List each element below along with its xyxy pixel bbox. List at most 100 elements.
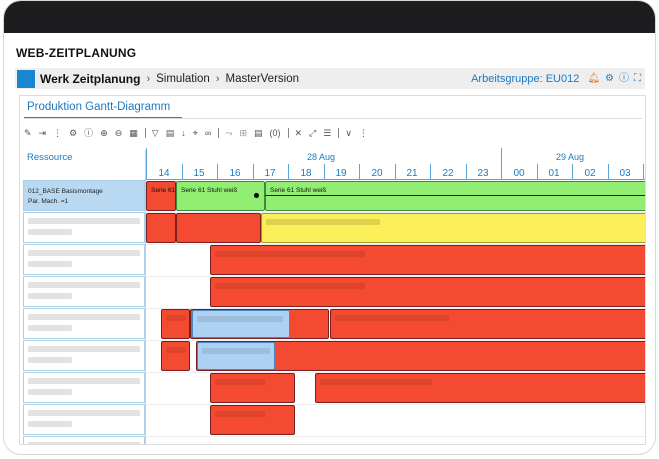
zoom-in-icon[interactable]: ⊕ (100, 128, 108, 138)
app-logo-icon (17, 69, 35, 88)
hour-label: 19 (335, 168, 347, 179)
calendar-icon[interactable]: ▦ (129, 128, 138, 138)
device-top-bar (4, 1, 655, 33)
gantt-bar[interactable] (146, 213, 176, 243)
gantt-bar[interactable] (330, 309, 645, 339)
gantt-bar[interactable]: Serie 61 (146, 181, 176, 211)
header-actions: Arbeitsgruppe: EU012 🔔︎ ⚙ ⓘ ⛶ (471, 68, 641, 89)
gantt-bar[interactable] (161, 341, 190, 371)
breadcrumb-simulation[interactable]: Simulation (156, 72, 210, 85)
resource-row[interactable] (23, 212, 145, 243)
placeholder-text (28, 250, 140, 256)
gantt-bar[interactable] (210, 277, 645, 307)
hour-label: 22 (442, 168, 454, 179)
workgroup-link[interactable]: Arbeitsgruppe: EU012 (471, 72, 580, 85)
hour-label: 17 (264, 168, 276, 179)
date-label-28-aug: 28 Aug (307, 152, 336, 162)
pin-icon[interactable]: ⌖ (192, 128, 198, 138)
bar-label-placeholder (215, 283, 365, 289)
hour-label: 23 (477, 168, 489, 179)
row-separator (146, 276, 645, 277)
grid-icon[interactable]: ⋮ (53, 128, 63, 138)
gantt-bar[interactable] (210, 373, 295, 403)
resource-row[interactable] (23, 404, 145, 435)
breadcrumb: Werk Zeitplanung › Simulation › MasterVe… (15, 68, 645, 89)
export-icon[interactable]: ⇥ (38, 128, 47, 138)
hour-label: 18 (300, 168, 312, 179)
hour-label: 01 (548, 168, 560, 179)
chevron-right-icon: › (215, 72, 220, 85)
close-icon[interactable]: ✕ (294, 128, 303, 138)
row-separator (146, 404, 645, 405)
zoom-out-icon[interactable]: ⊖ (114, 128, 123, 138)
gantt-bar[interactable] (261, 213, 645, 243)
resource-row[interactable] (23, 340, 145, 371)
edit-icon[interactable]: ✎ (24, 128, 32, 138)
toolbar-divider (144, 128, 146, 138)
gantt-bar[interactable] (210, 405, 295, 435)
resource-row[interactable]: 012_BASE Basismontage Par. Mach. =1 (23, 180, 145, 211)
table-icon[interactable]: ▤ (253, 128, 263, 138)
tab-production-gantt[interactable]: Produktion Gantt-Diagramm (27, 101, 171, 113)
device-frame: WEB-ZEITPLANUNG Werk Zeitplanung › Simul… (3, 0, 656, 455)
hour-divider (466, 164, 467, 179)
download-icon[interactable]: ↓ (181, 128, 186, 138)
hour-divider (537, 164, 538, 179)
list-icon[interactable]: ☰ (323, 128, 332, 138)
gantt-bar[interactable] (315, 373, 645, 403)
save-icon[interactable]: ▤ (165, 128, 175, 138)
row-separator (146, 244, 645, 245)
fullscreen-icon[interactable]: ⛶ (634, 72, 641, 84)
settings-icon[interactable]: ⚙ (605, 72, 614, 84)
gantt-bar[interactable] (176, 213, 261, 243)
gantt-bar[interactable] (192, 310, 290, 338)
tab-divider (24, 118, 642, 119)
hour-label: 20 (371, 168, 383, 179)
resource-row[interactable] (23, 244, 145, 275)
gantt-bar[interactable] (161, 309, 190, 339)
bar-label-placeholder (197, 316, 283, 322)
bell-icon[interactable]: 🔔︎ (587, 72, 601, 84)
more-icon[interactable]: ⋮ (358, 128, 368, 138)
gantt-panel: Produktion Gantt-Diagramm ✎ ⇥ ⋮ ⚙ ⓘ ⊕ ⊖ … (19, 95, 646, 445)
row-separator (146, 212, 645, 213)
bar-label-placeholder (215, 251, 365, 257)
info-icon[interactable]: ⓘ (619, 72, 629, 84)
bar-label: Serie 61 Stuhl weiß (270, 187, 327, 194)
group-icon[interactable]: ⊞ (239, 128, 247, 138)
chevron-down-icon[interactable]: ∨ (345, 128, 352, 138)
hour-divider (572, 164, 573, 179)
toolbar-divider (287, 128, 289, 138)
gantt-toolbar: ✎ ⇥ ⋮ ⚙ ⓘ ⊕ ⊖ ▦ ▽ ▤ ↓ ⌖ ∞ ⤳ ⊞ ▤ (0) ✕ ⤢ … (24, 127, 375, 139)
filter-icon[interactable]: ▽ (151, 128, 159, 138)
sequence-icon[interactable]: ⤳ (225, 128, 233, 138)
chevron-right-icon: › (146, 72, 151, 85)
resource-row[interactable] (23, 276, 145, 307)
date-label-29-aug: 29 Aug (556, 152, 585, 162)
hour-label: 21 (406, 168, 418, 179)
gantt-bar[interactable]: Serie 61 Stuhl weiß (265, 181, 645, 211)
gantt-bar[interactable]: Serie 61 Stuhl weiß (176, 181, 265, 211)
row-separator (146, 372, 645, 373)
resource-row[interactable] (23, 308, 145, 339)
bar-label-placeholder (266, 219, 380, 225)
resource-name: 012_BASE Basismontage (28, 188, 103, 195)
breadcrumb-root[interactable]: Werk Zeitplanung (40, 71, 141, 86)
hour-label: 02 (584, 168, 596, 179)
placeholder-text (28, 389, 72, 395)
breadcrumb-version[interactable]: MasterVersion (225, 72, 300, 85)
resource-row[interactable] (23, 436, 145, 444)
expand-icon[interactable]: ⤢ (309, 128, 317, 138)
link-icon[interactable]: ∞ (204, 128, 212, 138)
toolbar-divider (338, 128, 340, 138)
hour-divider (608, 164, 609, 179)
placeholder-text (28, 282, 140, 288)
gantt-bar[interactable] (197, 342, 275, 370)
config-icon[interactable]: ⚙ (69, 128, 78, 138)
placeholder-text (28, 357, 72, 363)
gantt-bar[interactable] (210, 245, 645, 275)
resource-row[interactable] (23, 372, 145, 403)
info-icon[interactable]: ⓘ (84, 128, 94, 138)
placeholder-text (28, 314, 140, 320)
row-separator (146, 308, 645, 309)
